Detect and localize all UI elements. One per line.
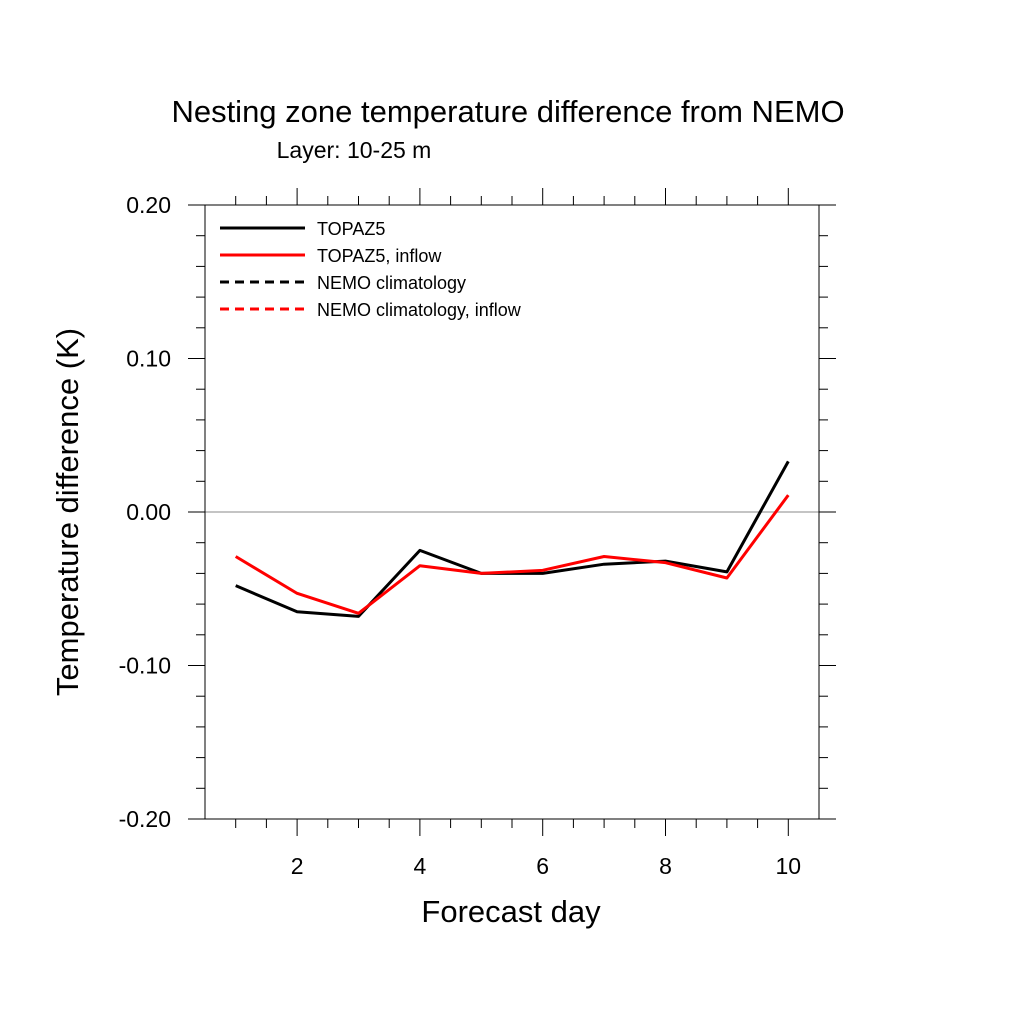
x-tick-label: 4 — [414, 853, 427, 879]
y-tick-label: 0.20 — [126, 192, 171, 218]
x-tick-label: 10 — [776, 853, 802, 879]
chart-title: Nesting zone temperature difference from… — [171, 94, 844, 129]
legend-label-2: NEMO climatology — [317, 273, 466, 293]
y-tick-label: -0.20 — [119, 806, 171, 832]
x-tick-label: 6 — [536, 853, 549, 879]
y-axis-label: Temperature difference (K) — [50, 328, 85, 696]
legend-label-3: NEMO climatology, inflow — [317, 300, 522, 320]
y-tick-label: 0.00 — [126, 499, 171, 525]
series-line-1 — [234, 494, 790, 615]
x-tick-label: 8 — [659, 853, 672, 879]
legend-label-1: TOPAZ5, inflow — [317, 246, 442, 266]
y-tick-label: 0.10 — [126, 346, 171, 372]
x-tick-label: 2 — [291, 853, 304, 879]
y-tick-label: -0.10 — [119, 653, 171, 679]
x-axis-label: Forecast day — [421, 894, 601, 929]
legend-label-0: TOPAZ5 — [317, 219, 385, 239]
series-line-0 — [235, 460, 790, 618]
chart-subtitle: Layer: 10-25 m — [277, 137, 432, 163]
